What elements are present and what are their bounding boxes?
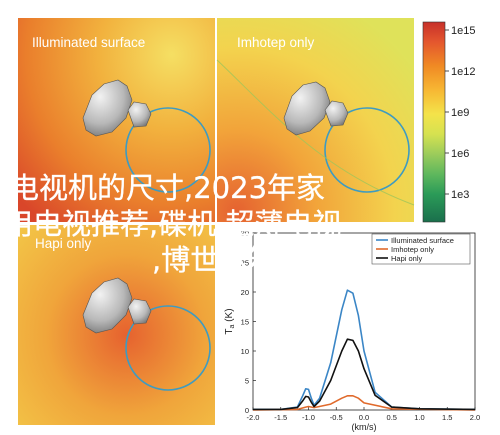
series-line-2 [253, 338, 476, 411]
colorbar-tick-label: 1e6 [451, 148, 469, 160]
legend-label: Illuminated surface [391, 236, 454, 245]
y-tick-label: 5 [245, 377, 249, 386]
panel-imhotep: Imhotep only [216, 18, 415, 222]
y-tick-label: 20 [241, 288, 249, 297]
x-tick-label: 1.0 [414, 413, 424, 422]
x-tick-label: -2.0 [247, 413, 260, 422]
legend-label: Hapi only [391, 254, 423, 263]
legend-box [371, 233, 471, 265]
panel-imhotep-contour [216, 59, 415, 206]
series-line-0 [253, 289, 476, 411]
panel-illuminated-fov-circle [125, 107, 211, 193]
legend-label: Imhotep only [391, 245, 434, 254]
panel-imhotep-title: Imhotep only [237, 35, 315, 50]
colorbar-tick-label: 1e3 [451, 189, 469, 201]
panel-illuminated-title: Illuminated surface [32, 35, 145, 50]
x-tick-label: -1.0 [302, 413, 315, 422]
plot-lines [252, 289, 476, 411]
colorbar-gradient [422, 21, 446, 223]
panel-imhotep-comet-icon [283, 81, 349, 136]
overlay-text: 电视机的尺寸,2023年家 用电视推荐,碟机,超薄电视 ,博世冰箱 [4, 171, 342, 277]
panel-hapi-title: Hapi only [35, 236, 92, 251]
series-line-1 [252, 394, 476, 411]
panel-illuminated: Illuminated surface [18, 18, 215, 222]
x-tick-label: 0.5 [387, 413, 397, 422]
panel-imhotep-fov-circle [324, 107, 410, 193]
colorbar-tick-label: 1e9 [451, 107, 469, 119]
x-tick-label: -1.5 [274, 413, 287, 422]
y-tick-label: 10 [241, 347, 249, 356]
x-axis-label: (km/s) [352, 422, 377, 432]
colorbar: 1e15 1e12 1e9 1e6 1e3 [422, 21, 475, 223]
panel-hapi: Hapi only [18, 225, 215, 425]
colorbar-tick-label: 1e12 [451, 66, 475, 78]
overlay-line-2: 用电视推荐,碟机,超薄电视 [4, 207, 341, 241]
panel-hapi-fov-circle [125, 305, 211, 391]
spectrum-plot: -2.0 -1.5 -1.0 -0.5 0.0 0.5 1.0 1.5 2.0 0 5 10 15 20 2… [218, 228, 500, 435]
x-tick-label: 0.0 [359, 413, 369, 422]
y-axis-label: Ta (K) [224, 308, 236, 334]
y-tick-label: 0 [245, 406, 249, 415]
overlay-line-1: 电视机的尺寸,2023年家 [10, 171, 325, 205]
panel-hapi-comet-icon [82, 277, 152, 334]
y-tick-label: 25 [241, 259, 249, 268]
y-tick-label: 15 [241, 318, 249, 327]
overlay-line-3: ,博世冰箱 [152, 243, 277, 277]
plot-axes: -2.0 -1.5 -1.0 -0.5 0.0 0.5 1.0 1.5 2.0 0 5 10 15 20 2… [241, 229, 481, 422]
colorbar-tick-label: 1e15 [451, 25, 475, 37]
panel-hapi-background [18, 225, 215, 425]
x-tick-label: 2.0 [470, 413, 480, 422]
y-tick-label: 30 [241, 229, 249, 238]
x-tick-label: -0.5 [330, 413, 343, 422]
x-tick-label: 1.5 [442, 413, 452, 422]
panel-illuminated-comet-icon [82, 79, 152, 137]
colorbar-ticks: 1e15 1e12 1e9 1e6 1e3 [445, 25, 475, 201]
